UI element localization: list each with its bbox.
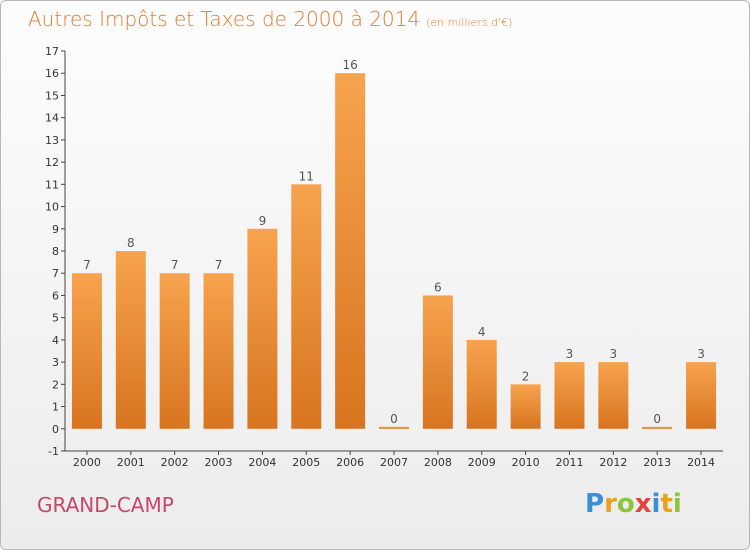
y-tick-label: -1 xyxy=(48,445,59,458)
bar xyxy=(247,228,278,429)
y-tick-label: 3 xyxy=(52,356,59,369)
y-tick-label: 4 xyxy=(52,334,59,347)
data-label: 2 xyxy=(522,369,530,383)
data-label: 11 xyxy=(299,169,314,183)
data-label: 3 xyxy=(697,347,705,361)
data-label: 0 xyxy=(653,412,661,426)
chart-title-text: Autres Impôts et Taxes de 2000 à 2014 xyxy=(28,7,421,31)
y-tick-label: 9 xyxy=(52,223,59,236)
x-tick-label: 2005 xyxy=(292,456,320,469)
bar xyxy=(554,362,585,429)
data-label: 4 xyxy=(478,325,486,339)
y-tick-label: 11 xyxy=(45,178,59,191)
data-label: 16 xyxy=(342,58,357,72)
bar xyxy=(466,339,497,429)
data-label: 7 xyxy=(83,258,91,272)
x-tick-label: 2008 xyxy=(424,456,452,469)
bar xyxy=(291,184,322,429)
logo-letter: i xyxy=(672,489,682,519)
y-tick-label: 6 xyxy=(52,289,59,302)
x-tick-label: 2010 xyxy=(512,456,540,469)
x-tick-label: 2014 xyxy=(687,456,715,469)
data-label: 3 xyxy=(566,347,574,361)
y-tick-label: 13 xyxy=(45,134,59,147)
y-tick-label: 7 xyxy=(52,267,59,280)
x-tick-label: 2004 xyxy=(248,456,276,469)
bar xyxy=(598,362,629,429)
x-tick-label: 2006 xyxy=(336,456,364,469)
chart-subtitle: (en milliers d'€) xyxy=(426,16,513,29)
data-label: 3 xyxy=(610,347,618,361)
y-tick-label: 15 xyxy=(45,89,59,102)
y-tick-label: 12 xyxy=(45,156,59,169)
bar xyxy=(422,295,453,429)
chart-title: Autres Impôts et Taxes de 2000 à 2014 (en… xyxy=(28,7,512,31)
data-label: 8 xyxy=(127,236,135,250)
x-tick-label: 2001 xyxy=(117,456,145,469)
x-tick-label: 2007 xyxy=(380,456,408,469)
bar xyxy=(335,73,366,429)
chart-data-labels: 7 8 7 7 9 11 16 0 6 4 2 3 3 0 3 xyxy=(83,58,705,426)
x-tick-label: 2000 xyxy=(73,456,101,469)
x-tick-label: 2009 xyxy=(468,456,496,469)
y-tick-label: 17 xyxy=(45,45,59,58)
logo-letter: i xyxy=(651,489,661,519)
bar xyxy=(115,251,146,429)
data-label: 7 xyxy=(171,258,179,272)
x-tick-label: 2013 xyxy=(643,456,671,469)
bar xyxy=(642,426,673,429)
y-tick-label: 0 xyxy=(52,423,59,436)
data-label: 9 xyxy=(259,214,267,228)
data-label: 6 xyxy=(434,280,442,294)
y-tick-label: 14 xyxy=(45,112,59,125)
data-label: 7 xyxy=(215,258,223,272)
y-tick-label: 8 xyxy=(52,245,59,258)
bar xyxy=(686,362,717,429)
data-label: 0 xyxy=(390,412,398,426)
logo-letter: x xyxy=(634,489,652,519)
logo-letter: t xyxy=(660,489,673,519)
x-tick-label: 2012 xyxy=(599,456,627,469)
bar xyxy=(510,384,541,429)
chart-bars xyxy=(71,73,717,429)
logo-letter: o xyxy=(616,489,635,519)
bar xyxy=(379,426,409,429)
y-tick-label: 10 xyxy=(45,201,59,214)
place-name: GRAND-CAMP xyxy=(37,493,174,517)
x-tick-label: 2011 xyxy=(555,456,583,469)
y-tick-label: 5 xyxy=(52,312,59,325)
y-tick-label: 2 xyxy=(52,378,59,391)
bar xyxy=(71,273,102,429)
logo-letter: r xyxy=(604,489,617,519)
logo-letter: P xyxy=(585,489,605,519)
x-tick-label: 2002 xyxy=(161,456,189,469)
proxiti-logo: Proxiti xyxy=(585,489,682,519)
x-tick-label: 2003 xyxy=(205,456,233,469)
y-tick-label: 1 xyxy=(52,401,59,414)
bar xyxy=(159,273,190,429)
bar xyxy=(203,273,234,429)
y-tick-label: 16 xyxy=(45,67,59,80)
